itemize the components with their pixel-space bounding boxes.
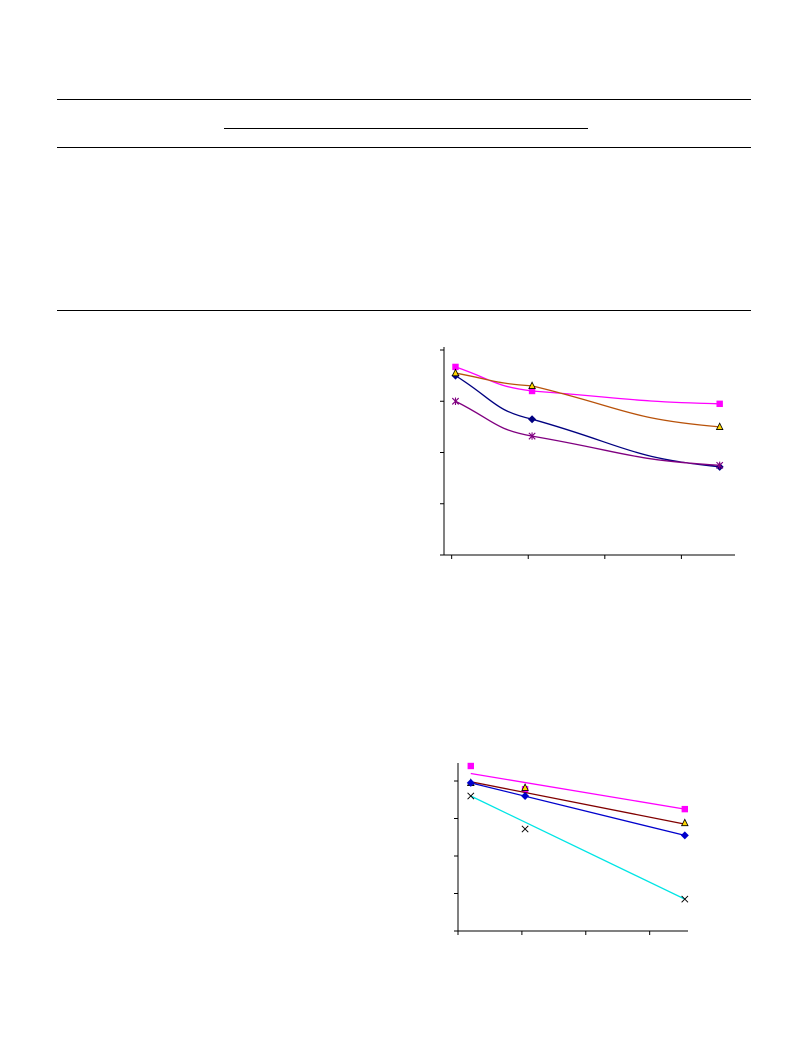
series-2-trendline <box>470 781 685 825</box>
series-4-point-2 <box>521 825 529 833</box>
series-3-point-1 <box>451 368 460 377</box>
series-2-point-3 <box>716 400 723 408</box>
table-top-rule <box>57 99 751 100</box>
series-3-line <box>455 372 720 428</box>
series-4-point-3 <box>681 895 689 903</box>
series-3-point-3 <box>680 831 689 840</box>
table-header-underline <box>224 128 588 129</box>
series-4-point-1 <box>451 397 460 405</box>
series-2-line <box>455 366 720 405</box>
series-2-point-2 <box>528 387 536 395</box>
scatter-chart-2 <box>454 762 689 935</box>
series-2-point-3 <box>680 818 689 827</box>
series-3-point-2 <box>521 792 530 800</box>
series-4-point-3 <box>716 461 724 470</box>
table-header-rule <box>57 147 751 148</box>
table-bottom-rule <box>57 310 751 311</box>
series-1-point-2 <box>528 415 537 424</box>
series-3-trendline <box>470 782 685 837</box>
series-3-point-2 <box>528 381 536 389</box>
series-2-point-2 <box>521 783 529 791</box>
series-3-point-3 <box>715 422 724 430</box>
series-1-point-3 <box>681 805 689 813</box>
series-4-line <box>455 400 720 466</box>
series-2-point-1 <box>452 363 459 371</box>
line-chart-1 <box>440 347 735 559</box>
series-1-line <box>455 375 720 468</box>
series-4-point-2 <box>528 432 536 440</box>
series-1-trendline <box>470 772 685 810</box>
series-4-point-1 <box>467 792 475 800</box>
series-1-point-1 <box>467 762 474 770</box>
series-4-trendline <box>470 795 686 900</box>
series-3-point-1 <box>466 778 475 787</box>
